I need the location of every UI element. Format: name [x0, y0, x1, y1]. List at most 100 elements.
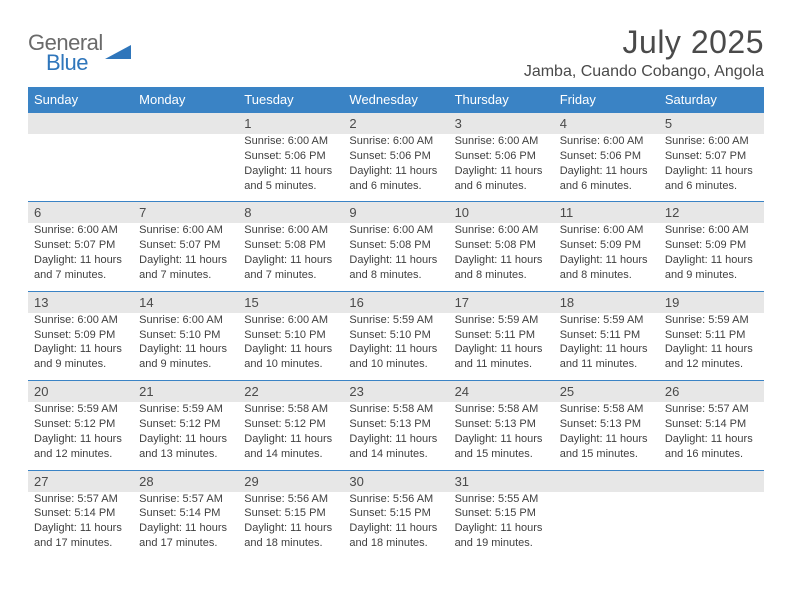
sunrise-text: Sunrise: 6:00 AM [139, 223, 232, 238]
daylight-text: Daylight: 11 hours and 15 minutes. [560, 432, 653, 462]
day-details-cell: Sunrise: 5:57 AMSunset: 5:14 PMDaylight:… [659, 402, 764, 470]
day-number-cell: 22 [238, 381, 343, 403]
sunrise-text: Sunrise: 5:57 AM [34, 492, 127, 507]
daylight-text: Daylight: 11 hours and 5 minutes. [244, 164, 337, 194]
day-details-cell [28, 134, 133, 202]
day-of-week-label: Thursday [449, 87, 554, 113]
day-details-cell: Sunrise: 5:59 AMSunset: 5:12 PMDaylight:… [133, 402, 238, 470]
day-details-row: Sunrise: 5:57 AMSunset: 5:14 PM Daylight:… [28, 492, 764, 559]
sunset-text: Sunset: 5:12 PM [139, 417, 232, 432]
day-details-cell: Sunrise: 5:58 AMSunset: 5:13 PMDaylight:… [554, 402, 659, 470]
day-number-cell [28, 113, 133, 135]
day-details-cell: Sunrise: 5:58 AMSunset: 5:13 PMDaylight:… [343, 402, 448, 470]
daylight-text: Daylight: 11 hours and 8 minutes. [455, 253, 548, 283]
sunset-text: Sunset: 5:10 PM [349, 328, 442, 343]
sunset-text: Sunset: 5:10 PM [139, 328, 232, 343]
sunrise-text: Sunrise: 6:00 AM [244, 223, 337, 238]
sunrise-text: Sunrise: 5:59 AM [455, 313, 548, 328]
logo: General Blue [28, 24, 131, 76]
day-details-cell: Sunrise: 6:00 AMSunset: 5:08 PMDaylight:… [343, 223, 448, 291]
sunset-text: Sunset: 5:06 PM [244, 149, 337, 164]
day-number-row: 12345 [28, 113, 764, 135]
day-details-cell: Sunrise: 6:00 AMSunset: 5:07 PMDaylight:… [659, 134, 764, 202]
day-details-cell: Sunrise: 5:55 AMSunset: 5:15 PMDaylight:… [449, 492, 554, 559]
day-details-cell: Sunrise: 6:00 AMSunset: 5:09 PMDaylight:… [554, 223, 659, 291]
day-details-cell: Sunrise: 5:58 AMSunset: 5:12 PMDaylight:… [238, 402, 343, 470]
sunrise-text: Sunrise: 6:00 AM [560, 134, 653, 149]
sunset-text: Sunset: 5:06 PM [560, 149, 653, 164]
sunset-text: Sunset: 5:11 PM [665, 328, 758, 343]
sunset-text: Sunset: 5:07 PM [34, 238, 127, 253]
day-number-cell: 27 [28, 470, 133, 492]
day-number-cell [133, 113, 238, 135]
day-number-cell: 29 [238, 470, 343, 492]
sunrise-text: Sunrise: 5:58 AM [455, 402, 548, 417]
day-details-cell: Sunrise: 5:57 AMSunset: 5:14 PMDaylight:… [28, 492, 133, 559]
day-number-cell: 18 [554, 291, 659, 313]
sunset-text: Sunset: 5:14 PM [665, 417, 758, 432]
daylight-text: Daylight: 11 hours and 10 minutes. [349, 342, 442, 372]
day-number-row: 20212223242526 [28, 381, 764, 403]
day-details-cell: Sunrise: 6:00 AMSunset: 5:08 PMDaylight:… [238, 223, 343, 291]
sunrise-text: Sunrise: 5:58 AM [349, 402, 442, 417]
day-details-cell: Sunrise: 5:59 AMSunset: 5:12 PMDaylight:… [28, 402, 133, 470]
daylight-text: Daylight: 11 hours and 17 minutes. [139, 521, 232, 551]
daylight-text: Daylight: 11 hours and 11 minutes. [560, 342, 653, 372]
daylight-text: Daylight: 11 hours and 7 minutes. [34, 253, 127, 283]
daylight-text: Daylight: 11 hours and 16 minutes. [665, 432, 758, 462]
day-details-cell [554, 492, 659, 559]
sunrise-text: Sunrise: 6:00 AM [139, 313, 232, 328]
month-title: July 2025 [524, 24, 764, 61]
day-of-week-label: Tuesday [238, 87, 343, 113]
day-number-cell: 11 [554, 202, 659, 224]
day-number-cell: 17 [449, 291, 554, 313]
sunset-text: Sunset: 5:10 PM [244, 328, 337, 343]
day-number-cell: 21 [133, 381, 238, 403]
day-number-cell: 8 [238, 202, 343, 224]
day-number-cell: 12 [659, 202, 764, 224]
day-details-cell: Sunrise: 5:59 AMSunset: 5:11 PMDaylight:… [449, 313, 554, 381]
daylight-text: Daylight: 11 hours and 11 minutes. [455, 342, 548, 372]
day-number-cell: 2 [343, 113, 448, 135]
sunset-text: Sunset: 5:14 PM [34, 506, 127, 521]
sunrise-text: Sunrise: 5:58 AM [244, 402, 337, 417]
day-number-cell: 4 [554, 113, 659, 135]
calendar-table: SundayMondayTuesdayWednesdayThursdayFrid… [28, 87, 764, 559]
sunrise-text: Sunrise: 5:59 AM [560, 313, 653, 328]
sunrise-text: Sunrise: 5:59 AM [34, 402, 127, 417]
day-details-cell: Sunrise: 6:00 AMSunset: 5:07 PMDaylight:… [133, 223, 238, 291]
day-number-cell: 16 [343, 291, 448, 313]
day-number-cell: 10 [449, 202, 554, 224]
day-number-cell: 26 [659, 381, 764, 403]
day-of-week-label: Monday [133, 87, 238, 113]
sunset-text: Sunset: 5:15 PM [455, 506, 548, 521]
day-details-row: Sunrise: 6:00 AMSunset: 5:06 PMDaylight:… [28, 134, 764, 202]
daylight-text: Daylight: 11 hours and 8 minutes. [349, 253, 442, 283]
day-details-cell: Sunrise: 5:56 AMSunset: 5:15 PMDaylight:… [343, 492, 448, 559]
day-number-cell: 9 [343, 202, 448, 224]
day-details-cell: Sunrise: 6:00 AMSunset: 5:08 PMDaylight:… [449, 223, 554, 291]
daylight-text: Daylight: 11 hours and 6 minutes. [455, 164, 548, 194]
sunset-text: Sunset: 5:13 PM [560, 417, 653, 432]
sunset-text: Sunset: 5:15 PM [244, 506, 337, 521]
day-details-cell: Sunrise: 5:58 AMSunset: 5:13 PMDaylight:… [449, 402, 554, 470]
sunrise-text: Sunrise: 6:00 AM [455, 134, 548, 149]
sunrise-text: Sunrise: 6:00 AM [665, 134, 758, 149]
day-details-cell [659, 492, 764, 559]
sunset-text: Sunset: 5:11 PM [560, 328, 653, 343]
day-details-cell: Sunrise: 5:59 AMSunset: 5:10 PMDaylight:… [343, 313, 448, 381]
daylight-text: Daylight: 11 hours and 12 minutes. [34, 432, 127, 462]
sunset-text: Sunset: 5:07 PM [139, 238, 232, 253]
day-of-week-label: Sunday [28, 87, 133, 113]
daylight-text: Daylight: 11 hours and 15 minutes. [455, 432, 548, 462]
day-of-week-label: Wednesday [343, 87, 448, 113]
sunset-text: Sunset: 5:08 PM [244, 238, 337, 253]
sunset-text: Sunset: 5:06 PM [349, 149, 442, 164]
day-number-cell [554, 470, 659, 492]
sunrise-text: Sunrise: 5:59 AM [349, 313, 442, 328]
day-number-cell: 5 [659, 113, 764, 135]
day-details-cell: Sunrise: 6:00 AMSunset: 5:06 PMDaylight:… [343, 134, 448, 202]
day-details-cell: Sunrise: 6:00 AMSunset: 5:06 PMDaylight:… [449, 134, 554, 202]
day-details-cell: Sunrise: 6:00 AMSunset: 5:07 PMDaylight:… [28, 223, 133, 291]
daylight-text: Daylight: 11 hours and 19 minutes. [455, 521, 548, 551]
